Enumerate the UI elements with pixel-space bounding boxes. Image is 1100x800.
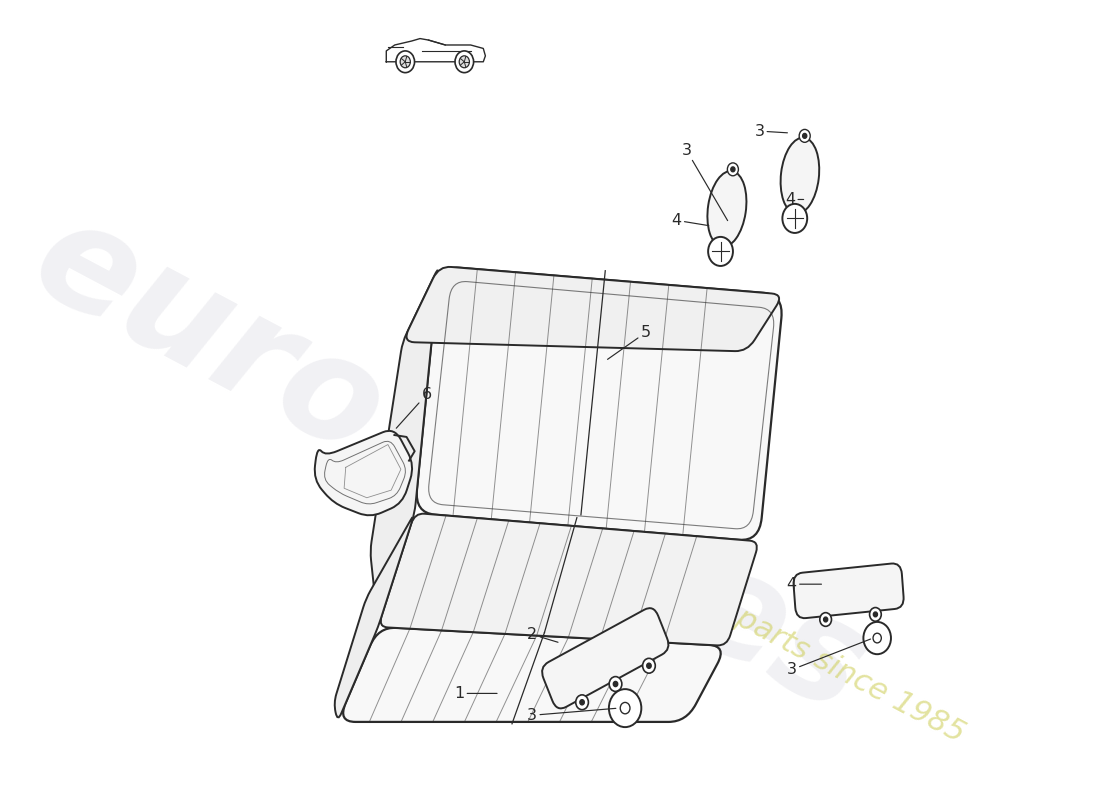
PathPatch shape [407,267,779,351]
PathPatch shape [343,628,720,722]
Circle shape [708,237,733,266]
PathPatch shape [334,517,412,718]
PathPatch shape [381,514,757,646]
Circle shape [782,204,807,233]
Circle shape [820,613,832,626]
Text: 3: 3 [527,708,616,722]
Circle shape [864,622,891,654]
Circle shape [614,682,618,686]
Circle shape [727,163,738,176]
Circle shape [609,689,641,727]
Circle shape [870,607,881,622]
Circle shape [620,702,630,714]
Text: 2: 2 [527,627,558,642]
Polygon shape [386,38,485,62]
Circle shape [642,658,656,673]
Circle shape [396,51,415,73]
Text: a passion for parts since 1985: a passion for parts since 1985 [549,506,970,748]
Circle shape [873,612,878,617]
Text: 6: 6 [396,386,432,428]
Circle shape [824,617,827,622]
Text: 5: 5 [607,325,651,359]
Text: 3: 3 [755,123,788,138]
Circle shape [609,677,622,691]
PathPatch shape [315,431,412,515]
Text: 3: 3 [786,639,870,677]
Text: eurospares: eurospares [11,186,891,744]
Circle shape [580,700,584,705]
Ellipse shape [781,138,820,214]
Circle shape [647,663,651,668]
FancyBboxPatch shape [793,563,903,618]
Circle shape [575,695,589,710]
PathPatch shape [417,267,782,540]
Circle shape [455,51,474,73]
Circle shape [803,134,806,138]
Circle shape [459,56,470,68]
Circle shape [873,634,881,643]
FancyBboxPatch shape [542,608,669,709]
Text: 4: 4 [672,213,708,228]
Text: 3: 3 [681,142,727,221]
Ellipse shape [707,171,747,247]
Circle shape [800,130,811,142]
Text: 4: 4 [786,577,822,592]
Circle shape [730,167,735,172]
Circle shape [400,56,410,68]
Text: 1: 1 [454,686,497,701]
PathPatch shape [371,270,438,622]
Text: 4: 4 [785,192,804,207]
